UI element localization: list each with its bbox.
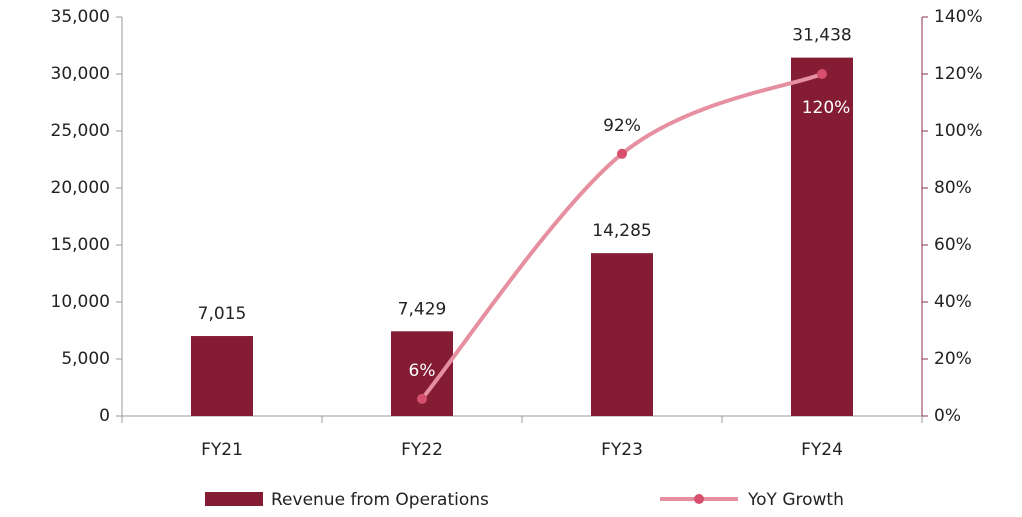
legend-label: YoY Growth [747,490,844,510]
line-value-label: 120% [802,98,851,118]
legend-label: Revenue from Operations [271,490,489,510]
bar [591,253,653,416]
y-tick-label: 20,000 [51,178,110,198]
x-tick-label: FY23 [601,440,643,460]
line-point [417,393,427,404]
y-tick-label: 0 [99,406,110,426]
x-tick-label: FY21 [201,440,243,460]
y2-tick-label: 40% [934,292,972,312]
y2-tick-label: 60% [934,235,972,255]
y-tick-label: 30,000 [51,64,110,84]
y2-tick-label: 120% [934,64,983,84]
y2-tick-label: 140% [934,7,983,27]
y2-tick-label: 100% [934,121,983,141]
line-value-label: 6% [409,361,436,381]
legend-marker [694,494,704,504]
bar [191,336,253,416]
y2-tick-label: 80% [934,178,972,198]
line-point [817,69,827,79]
legend-swatch [205,492,263,506]
y2-tick-label: 20% [934,349,972,369]
x-tick-label: FY22 [401,440,443,460]
bar-value-label: 31,438 [792,26,851,46]
y-tick-label: 5,000 [61,349,110,369]
line-point [617,148,627,159]
bar-value-label: 7,429 [398,299,447,319]
x-tick-label: FY24 [801,440,843,460]
line [420,72,824,401]
bar-value-label: 14,285 [592,221,651,241]
y-tick-label: 10,000 [51,292,110,312]
bar-value-label: 7,015 [198,304,247,324]
bar [791,57,853,416]
y2-tick-label: 0% [934,406,961,426]
line-value-label: 92% [603,116,641,136]
y-tick-label: 25,000 [51,121,110,141]
y-tick-label: 35,000 [51,7,110,27]
y-tick-label: 15,000 [51,235,110,255]
